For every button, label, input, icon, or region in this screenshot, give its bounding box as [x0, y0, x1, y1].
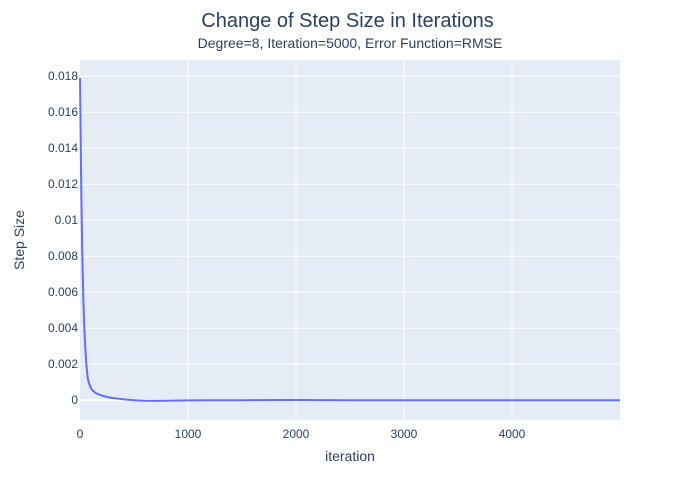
y-tick-label: 0.01 [55, 213, 79, 227]
x-tick-label: 2000 [283, 427, 310, 441]
y-tick-label: 0.016 [48, 105, 78, 119]
y-tick-label: 0.008 [48, 249, 78, 263]
chart-subtitle: Degree=8, Iteration=5000, Error Function… [197, 35, 503, 51]
x-axis-title: iteration [325, 448, 375, 464]
x-tick-label: 3000 [391, 427, 418, 441]
y-tick-label: 0.006 [48, 285, 78, 299]
y-tick-label: 0.002 [48, 357, 78, 371]
y-tick-label: 0.018 [48, 69, 78, 83]
y-tick-label: 0.004 [48, 321, 78, 335]
y-tick-label: 0.012 [48, 177, 78, 191]
x-axis: 0 1000 2000 3000 4000 [77, 427, 526, 441]
y-tick-label: 0.014 [48, 141, 78, 155]
y-axis-title: Step Size [11, 210, 27, 270]
grid-lines [80, 60, 620, 420]
x-tick-label: 0 [77, 427, 84, 441]
x-tick-label: 1000 [175, 427, 202, 441]
y-axis: 0 0.002 0.004 0.006 0.008 0.01 0.012 0.014 0.016… [48, 69, 78, 407]
y-tick-label: 0 [71, 393, 78, 407]
series-line [79, 77, 620, 402]
x-tick-label: 4000 [499, 427, 526, 441]
series-group [79, 77, 620, 402]
chart-title: Change of Step Size in Iterations [201, 10, 494, 32]
plot-area [80, 60, 620, 420]
